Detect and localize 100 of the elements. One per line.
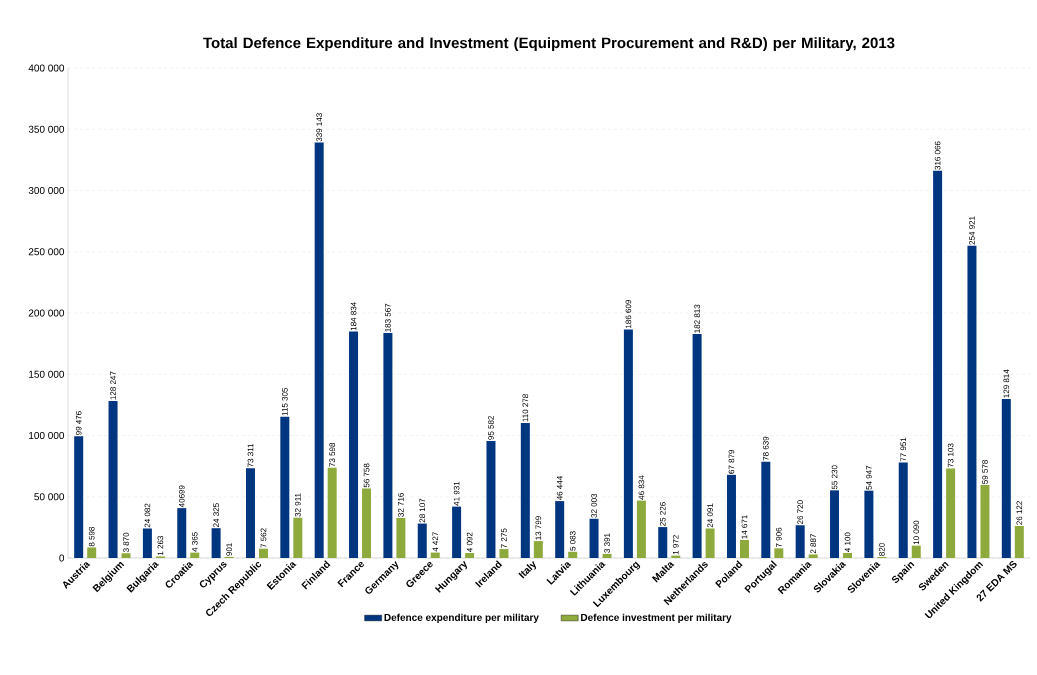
data-label: 25 226 [659,502,666,526]
bar [658,527,668,558]
bar [314,142,324,558]
y-tick-label: 350 000 [28,125,65,133]
bar [349,331,359,558]
data-label: 339 143 [316,113,323,142]
chart-title: Total Defence Expenditure and Investment (Equipment Procurement and R&D) per Military, 2013 [203,37,895,52]
bar [980,485,990,558]
data-label: 4 427 [432,532,439,552]
data-label: 7 562 [260,528,267,548]
data-label: 24 325 [213,503,219,527]
bar [74,436,84,558]
data-label: 26 122 [1016,501,1023,525]
data-label: 129 814 [1003,369,1010,398]
data-label: 32 003 [591,493,597,518]
y-tick-label: 50 000 [34,493,65,501]
bar [602,553,612,558]
bar [843,552,853,558]
data-label: 32 716 [398,493,404,517]
bar [293,517,303,558]
data-label: 8 598 [88,527,95,547]
bar [761,461,771,558]
data-label: 95 582 [488,416,494,440]
bar [280,416,290,558]
bar [636,500,646,558]
data-label: 73 598 [329,442,336,467]
data-label: 13 799 [535,516,542,540]
bar [383,333,393,558]
y-tick-label: 0 [59,554,65,562]
data-label: 4 365 [191,532,198,552]
y-tick-label: 200 000 [28,309,65,317]
data-label: 115 305 [282,387,288,416]
data-label: 41 931 [453,481,460,506]
data-label: 14 671 [741,515,748,539]
bar [362,488,372,558]
bar [705,528,715,558]
data-label: 183 567 [385,303,391,332]
y-tick-label: 400 000 [28,64,65,72]
bar [142,528,152,558]
bar [1014,525,1024,558]
bar [568,551,578,558]
bar [1001,398,1011,558]
y-tick-label: 100 000 [29,431,65,440]
bar [108,400,118,558]
data-label: 67 879 [728,449,735,474]
data-label: 46 444 [556,476,563,501]
data-label: 32 911 [295,493,301,517]
data-label: 1 263 [157,535,164,556]
bar [692,334,702,558]
bar [327,467,337,558]
data-label: 254 921 [969,216,975,245]
bar [258,548,268,558]
bar [190,552,200,558]
data-label: 73 103 [947,443,954,468]
legend-label: Defence investment per military [581,613,732,623]
bar [911,545,921,558]
bar [726,474,736,558]
bar [623,329,633,558]
bar [795,525,805,558]
data-label: 78 639 [762,436,769,461]
data-label: 55 230 [831,465,838,490]
data-label: 110 278 [522,394,529,422]
bar [589,518,599,558]
bar [774,548,784,558]
data-label: 5 083 [569,531,576,551]
data-label: 59 578 [982,460,988,484]
data-label: 28 107 [419,498,426,523]
data-label: 26 720 [797,500,804,525]
bar [533,541,543,558]
data-label: 73 311 [247,443,254,467]
bar [452,506,462,558]
data-label: 7 906 [775,527,782,548]
data-label: 46 834 [638,475,645,500]
data-label: 40699 [178,485,185,508]
bar [486,440,496,558]
bar [211,528,221,558]
data-label: 56 758 [363,463,370,488]
bar [830,490,840,558]
bar [967,245,977,558]
data-label: 24 082 [144,503,151,528]
bar [520,422,530,558]
data-label: 10 090 [913,520,920,545]
data-label: 186 609 [625,300,632,328]
legend-label: Defence expenditure per military [384,613,539,623]
bar [864,490,874,558]
bar [933,170,943,558]
data-label: 3 870 [123,532,129,553]
data-label: 54 947 [866,465,872,490]
bar [946,468,956,558]
data-label: 7 275 [501,528,507,548]
bar [430,552,440,558]
bar [739,540,749,558]
bar [465,552,475,558]
bar [121,553,131,558]
data-label: 3 391 [604,533,610,553]
data-label: 99 476 [75,411,82,435]
data-label: 128 247 [110,371,116,400]
y-tick-label: 150 000 [29,370,65,378]
bar [87,547,97,558]
bar [417,523,427,558]
